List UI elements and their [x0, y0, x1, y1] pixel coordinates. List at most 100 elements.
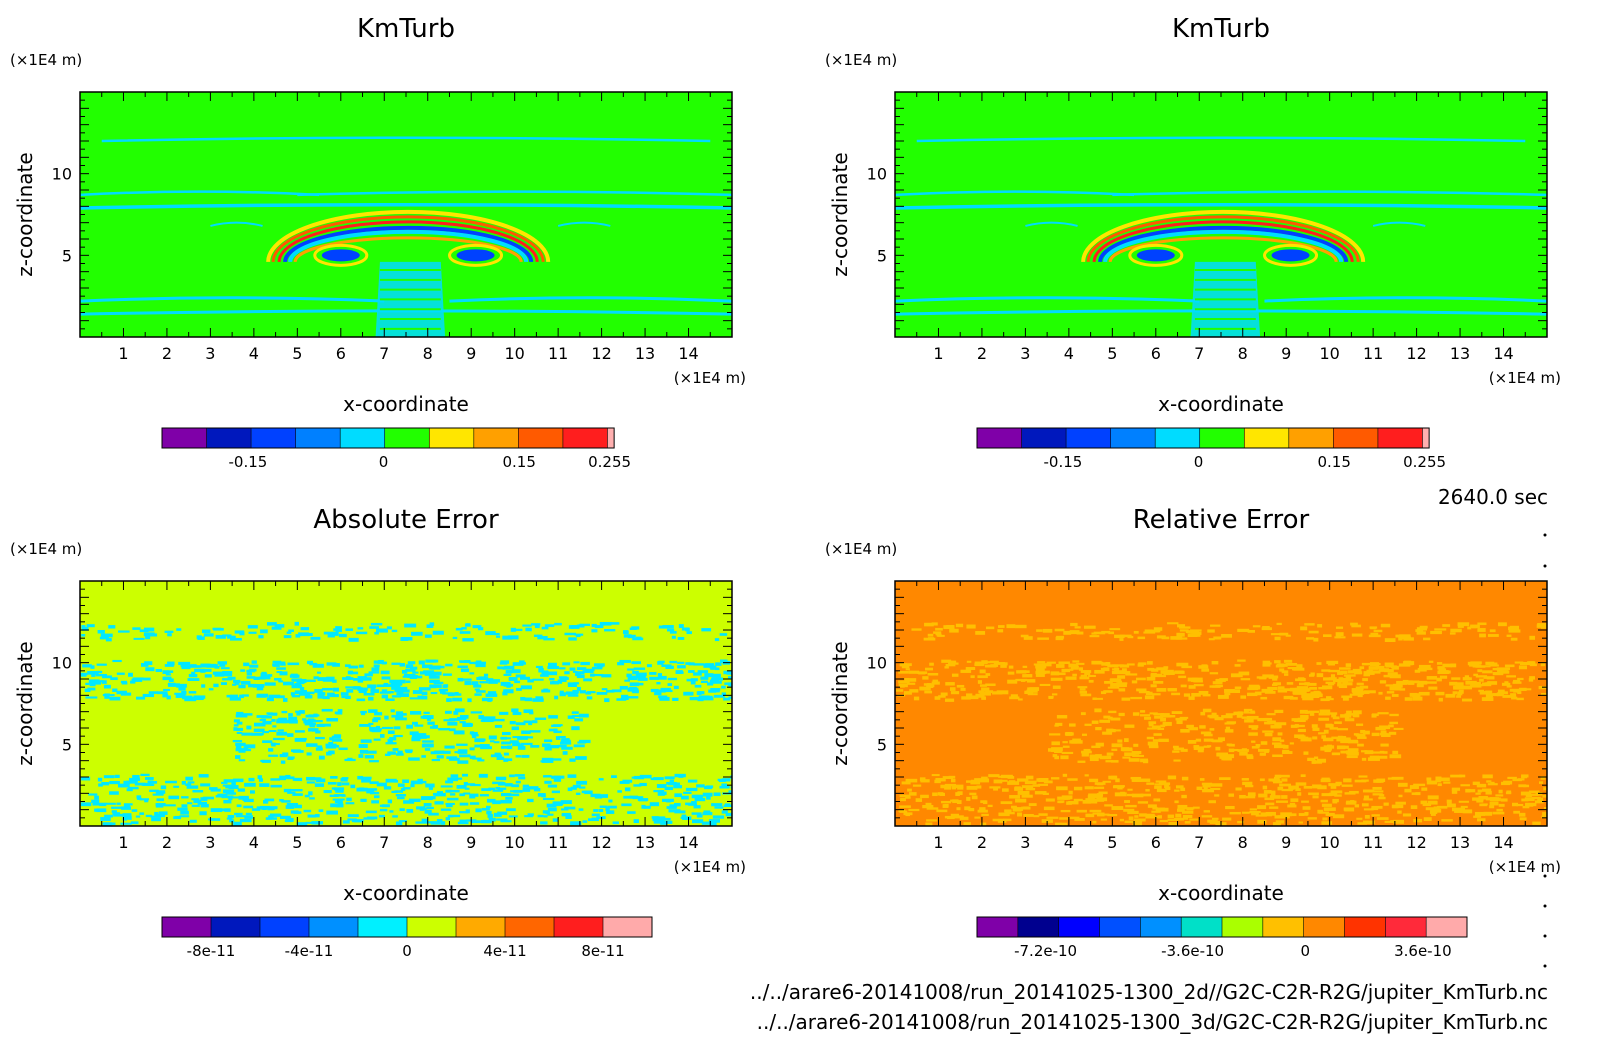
- error-speckle: [239, 818, 252, 823]
- error-speckle: [941, 800, 952, 804]
- error-speckle: [1367, 757, 1380, 761]
- error-speckle: [574, 718, 584, 722]
- cap-arc: [277, 220, 539, 262]
- error-speckle: [1234, 664, 1241, 667]
- error-speckle: [1202, 694, 1211, 697]
- error-speckle: [308, 728, 314, 732]
- error-speckle: [604, 698, 610, 703]
- colorbar-swatch: [473, 428, 519, 448]
- error-speckle: [1107, 814, 1118, 817]
- error-speckle: [1147, 804, 1157, 808]
- error-speckle: [1462, 809, 1473, 814]
- error-speckle: [379, 734, 385, 738]
- error-speckle: [487, 691, 497, 695]
- error-speckle: [1180, 728, 1190, 733]
- error-speckle: [635, 636, 642, 640]
- error-speckle: [639, 774, 652, 779]
- error-speckle: [355, 631, 368, 635]
- error-speckle: [1323, 807, 1329, 811]
- error-speckle: [469, 794, 476, 799]
- error-speckle: [1038, 813, 1048, 816]
- error-speckle: [713, 792, 721, 796]
- error-speckle: [721, 692, 727, 696]
- x-tick-label: 14: [1493, 344, 1513, 363]
- error-speckle: [394, 790, 404, 793]
- error-speckle: [1091, 745, 1101, 749]
- error-speckle: [1150, 629, 1161, 633]
- error-speckle: [1543, 787, 1547, 791]
- error-speckle: [1347, 670, 1356, 674]
- error-speckle: [1465, 680, 1477, 685]
- error-speckle: [1335, 632, 1344, 637]
- error-speckle: [1526, 688, 1532, 691]
- error-speckle: [682, 816, 692, 820]
- error-speckle: [1251, 740, 1256, 743]
- error-speckle: [234, 812, 243, 816]
- error-speckle: [528, 721, 533, 726]
- error-speckle: [1168, 821, 1178, 826]
- error-speckle: [379, 630, 388, 633]
- error-speckle: [700, 676, 709, 680]
- error-speckle: [1462, 686, 1472, 690]
- error-speckle: [966, 660, 972, 663]
- error-speckle: [268, 748, 274, 752]
- error-speckle: [719, 633, 728, 636]
- error-speckle: [919, 777, 926, 782]
- error-speckle: [419, 807, 425, 811]
- colorbar-swatch: [977, 428, 1022, 448]
- error-speckle: [1329, 727, 1338, 730]
- error-speckle: [687, 779, 698, 783]
- error-speckle: [1022, 674, 1033, 678]
- error-speckle: [531, 623, 541, 626]
- x-tick-label: 14: [678, 344, 698, 363]
- error-speckle: [225, 792, 237, 795]
- error-speckle: [688, 803, 697, 806]
- error-speckle: [1002, 818, 1012, 822]
- error-speckle: [985, 683, 996, 687]
- error-speckle: [1247, 792, 1256, 797]
- error-speckle: [474, 693, 482, 696]
- error-speckle: [393, 726, 401, 730]
- error-speckle: [521, 754, 530, 758]
- error-speckle: [1182, 807, 1195, 810]
- error-speckle: [481, 788, 492, 791]
- error-speckle: [927, 673, 939, 676]
- error-speckle: [1174, 800, 1179, 804]
- error-speckle: [507, 635, 519, 640]
- error-speckle: [1517, 691, 1522, 695]
- error-speckle: [1000, 801, 1013, 805]
- error-speckle: [1375, 726, 1386, 731]
- error-speckle: [330, 803, 341, 808]
- error-speckle: [905, 796, 911, 799]
- error-speckle: [188, 673, 198, 678]
- error-speckle: [213, 627, 224, 631]
- error-speckle: [1511, 802, 1519, 807]
- error-speckle: [1308, 710, 1320, 713]
- error-speckle: [1310, 672, 1315, 676]
- error-speckle: [191, 671, 196, 676]
- error-speckle: [617, 662, 625, 666]
- error-speckle: [262, 674, 271, 677]
- error-speckle: [262, 740, 273, 744]
- error-speckle: [1483, 676, 1495, 679]
- error-speckle: [126, 780, 138, 784]
- error-speckle: [666, 800, 672, 803]
- error-speckle: [312, 663, 324, 668]
- error-speckle: [318, 809, 324, 812]
- error-speckle: [1106, 728, 1114, 732]
- error-speckle: [340, 692, 349, 696]
- error-speckle: [1284, 673, 1289, 676]
- error-speckle: [222, 678, 233, 681]
- error-speckle: [102, 822, 112, 826]
- error-speckle: [502, 691, 508, 696]
- error-speckle: [1300, 774, 1306, 778]
- x-tick-label: 6: [336, 833, 346, 852]
- error-speckle: [346, 797, 352, 802]
- error-speckle: [1062, 745, 1070, 748]
- error-speckle: [554, 622, 562, 626]
- error-speckle: [364, 673, 373, 677]
- error-speckle: [113, 813, 124, 817]
- error-speckle: [1145, 789, 1150, 792]
- error-speckle: [689, 696, 702, 701]
- error-speckle: [926, 807, 939, 810]
